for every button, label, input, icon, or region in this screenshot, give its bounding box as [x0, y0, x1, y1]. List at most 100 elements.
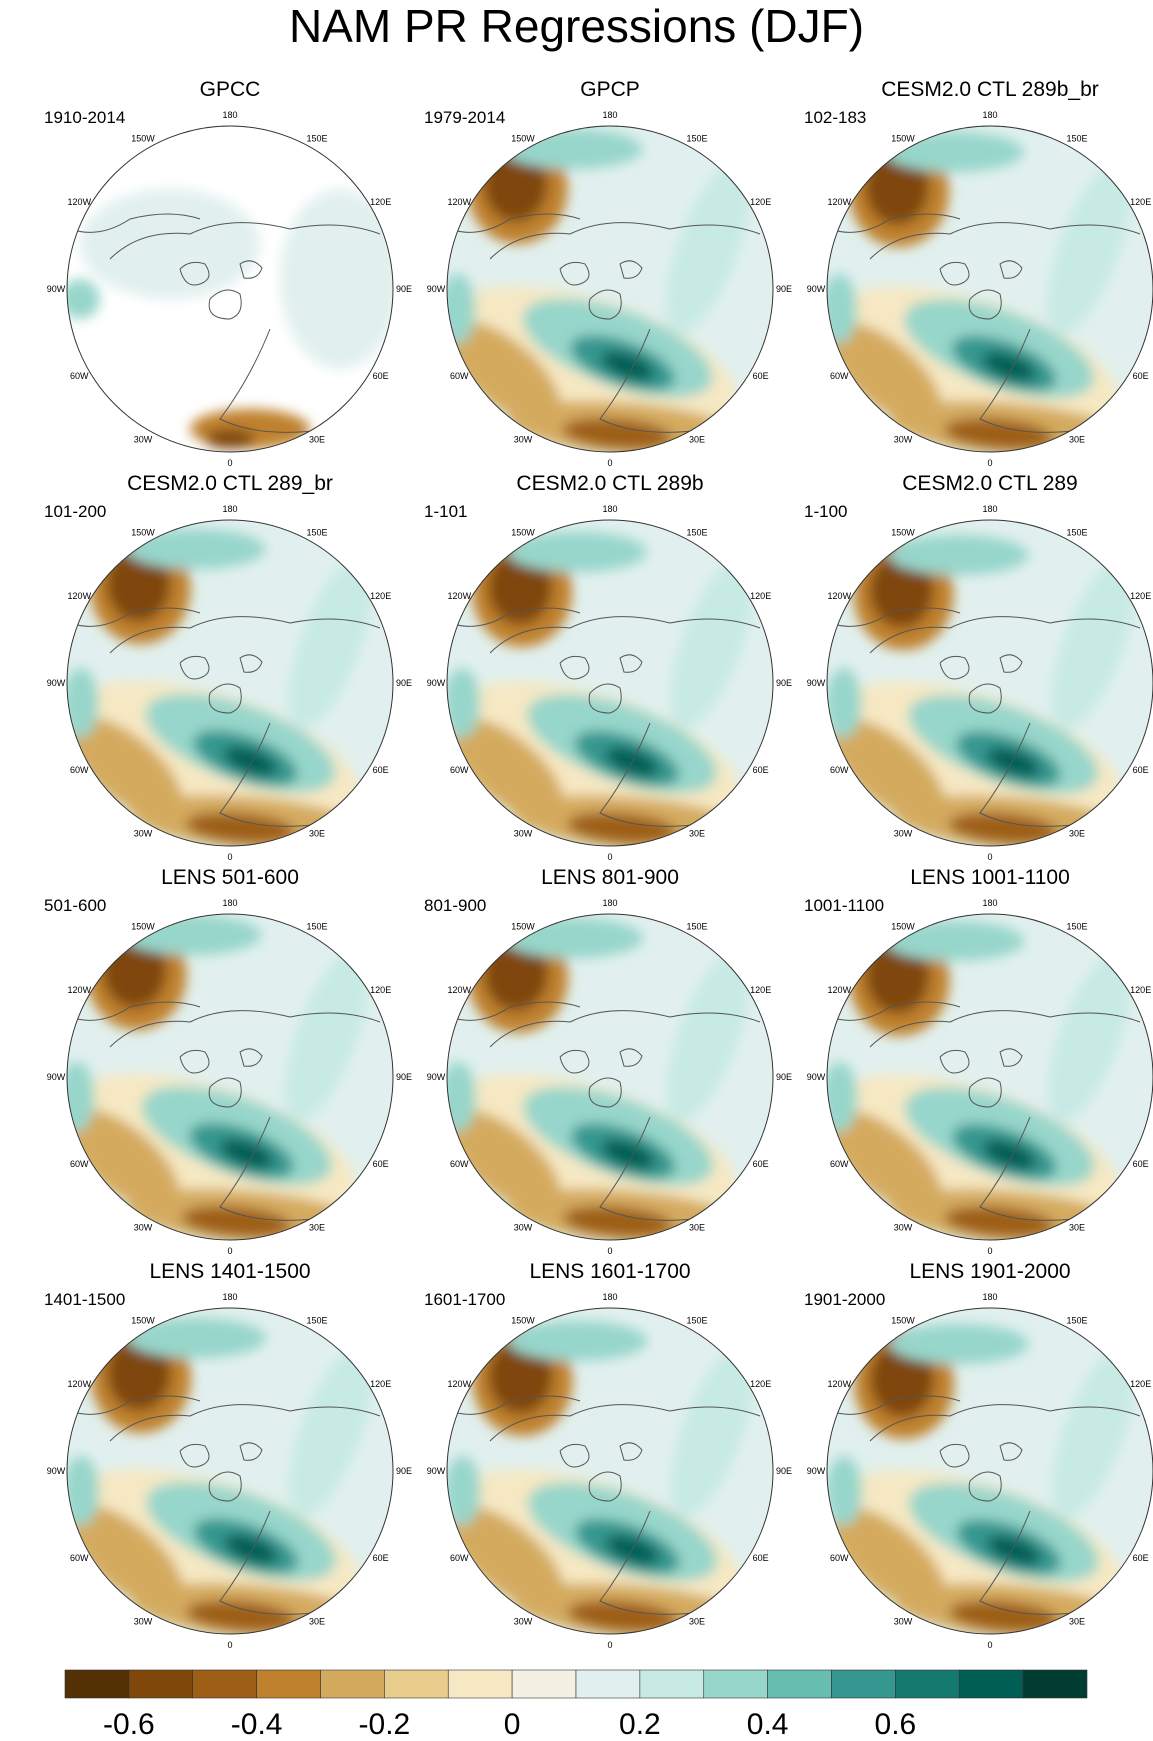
panel-title: LENS 501-600: [161, 866, 299, 889]
north-atlantic-wet-max: [982, 1140, 1037, 1170]
longitude-label: 60E: [1133, 1553, 1149, 1563]
longitude-label: 150W: [891, 133, 915, 143]
panel-title: LENS 801-900: [541, 866, 679, 889]
longitude-label: 30E: [689, 829, 705, 839]
longitude-label: 150W: [511, 133, 535, 143]
longitude-label: 150W: [131, 1315, 155, 1325]
longitude-label: 180: [222, 504, 237, 514]
longitude-label: 180: [982, 110, 997, 120]
pacific-wet: [888, 535, 1029, 575]
longitude-label: 180: [222, 1292, 237, 1302]
longitude-label: 90E: [396, 678, 412, 688]
map-panel: 180 150E 120E 90E 60E 30E 0 30W 60W 90W 120W 150W GP…: [420, 78, 800, 473]
map-panel: 180150E120E90E60E30E030W60W90W120W150WCE…: [800, 472, 1153, 867]
subtropical-atlantic-dry: [827, 322, 942, 425]
panel-period: 1-101: [424, 502, 468, 521]
longitude-label: 30W: [894, 1223, 913, 1233]
subtropical-atlantic-dry: [449, 1506, 565, 1609]
longitude-label: 120W: [828, 591, 852, 601]
longitude-label: 180: [602, 898, 617, 908]
panel-period: 102-183: [804, 108, 867, 127]
longitude-label: 120E: [750, 1379, 771, 1389]
subtropical-atlantic-dry: [449, 718, 564, 821]
longitude-label: 150W: [511, 921, 535, 931]
longitude-label: 90W: [807, 678, 826, 688]
longitude-label: 120W: [68, 1379, 92, 1389]
longitude-label: 150W: [131, 527, 155, 537]
longitude-label: 150W: [511, 527, 535, 537]
longitude-label: 90W: [427, 284, 446, 294]
longitude-label: 120W: [448, 591, 472, 601]
longitude-label: 90E: [396, 1466, 412, 1476]
subtropical-atlantic-dry: [67, 717, 183, 820]
longitude-label: 90E: [776, 1466, 792, 1476]
longitude-label: 60W: [70, 1159, 89, 1169]
longitude-label: 0: [227, 458, 232, 468]
longitude-label: 30W: [134, 1617, 153, 1627]
mediterranean-dry-core: [949, 1600, 1059, 1633]
longitude-label: 60E: [1133, 371, 1149, 381]
panel-title: CESM2.0 CTL 289: [902, 472, 1078, 495]
longitude-label: 30E: [689, 1223, 705, 1233]
subtropical-atlantic-dry: [827, 1110, 943, 1213]
subtropical-atlantic-dry: [67, 1108, 180, 1211]
panel-title: LENS 1601-1700: [529, 1260, 691, 1283]
longitude-label: 0: [227, 1640, 232, 1650]
map-panel: 180 150E 120E 90E 60E 30E 0 30W 60W 90W 120W 150W LE…: [420, 866, 800, 1261]
longitude-label: 120E: [1130, 197, 1151, 207]
map-boundary: [66, 1307, 394, 1635]
longitude-label: 120E: [370, 591, 391, 601]
map-boundary: [826, 125, 1153, 453]
longitude-label: 180: [222, 898, 237, 908]
north-atlantic-wet-max: [223, 746, 278, 776]
longitude-label: 30W: [514, 1617, 533, 1627]
longitude-label: 60W: [70, 765, 89, 775]
longitude-label: 60E: [1133, 1159, 1149, 1169]
subtropical-atlantic-dry: [830, 1507, 946, 1610]
longitude-label: 150E: [306, 133, 327, 143]
page-title: NAM PR Regressions (DJF): [288, 0, 865, 52]
longitude-label: 180: [982, 898, 997, 908]
longitude-label: 120W: [828, 197, 852, 207]
longitude-label: 60W: [450, 1553, 469, 1563]
panel-period: 801-900: [424, 896, 487, 915]
north-atlantic-wet-max: [987, 1535, 1041, 1566]
colorbar-swatch: [831, 1669, 896, 1699]
panel-period: 1979-2014: [424, 108, 506, 127]
map-boundary: [446, 913, 774, 1241]
panel-title: LENS 1001-1100: [910, 866, 1070, 889]
longitude-label: 60W: [830, 1553, 849, 1563]
siberia-wet: [1052, 1347, 1136, 1518]
longitude-label: 150E: [306, 921, 327, 931]
panel-period: 1401-1500: [44, 1290, 126, 1309]
panel-period: 1001-1100: [804, 896, 885, 915]
longitude-label: 90E: [776, 284, 792, 294]
pacific-wet: [507, 532, 647, 572]
siberia-wet: [670, 1346, 755, 1518]
colorbar-swatch: [320, 1669, 385, 1699]
canada-wet: [827, 274, 857, 344]
panel-title: CESM2.0 CTL 289b: [516, 472, 704, 495]
canada-wet: [447, 1456, 481, 1526]
longitude-label: 30E: [309, 829, 325, 839]
longitude-label: 30E: [1069, 1223, 1085, 1233]
longitude-label: 180: [602, 504, 617, 514]
longitude-label: 90W: [427, 1466, 446, 1476]
longitude-label: 90W: [47, 1466, 66, 1476]
mediterranean-dry-core: [181, 1206, 292, 1238]
longitude-label: 0: [987, 458, 992, 468]
siberia-wet: [288, 557, 373, 729]
panel-title: LENS 1901-2000: [909, 1260, 1071, 1283]
map-boundary: [446, 519, 774, 847]
longitude-label: 150E: [1066, 527, 1087, 537]
siberia-wet: [284, 950, 369, 1121]
longitude-label: 90W: [47, 284, 66, 294]
subtropical-atlantic-dry: [68, 1505, 184, 1608]
